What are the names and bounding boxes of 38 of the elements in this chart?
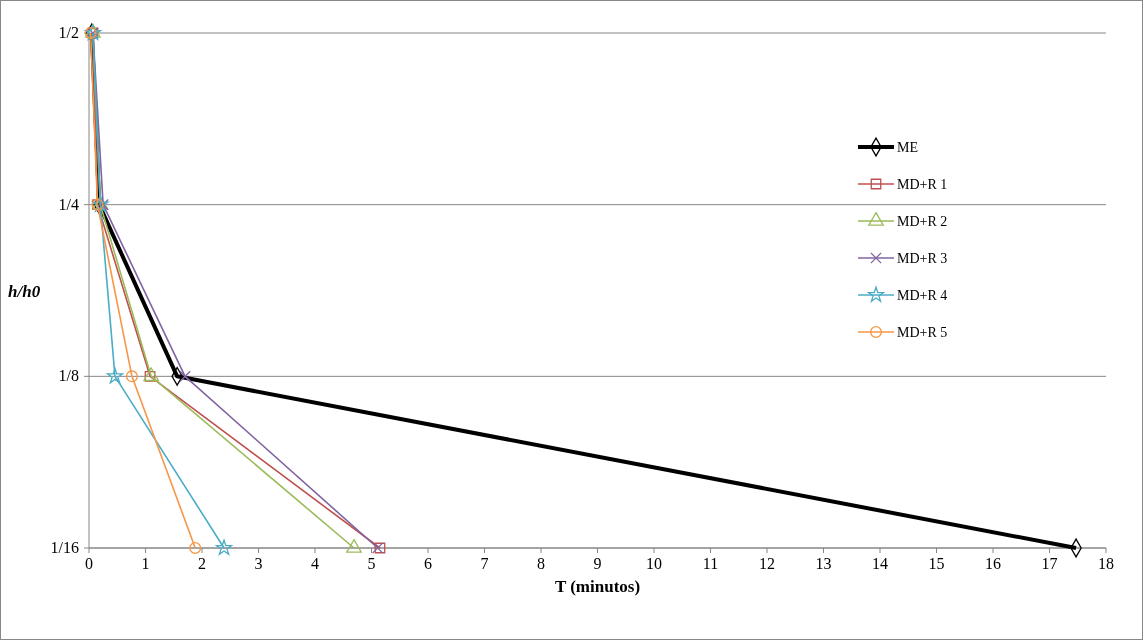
y-tick-label: 1/8 <box>58 367 79 385</box>
x-tick-label: 10 <box>646 555 662 572</box>
x-tick-label: 14 <box>872 555 888 572</box>
x-tick-label: 11 <box>702 555 719 572</box>
x-tick-label: 5 <box>367 555 376 572</box>
x-tick-label: 0 <box>85 555 93 572</box>
x-tick-label: 8 <box>537 555 545 572</box>
legend-label: MD+R 3 <box>897 251 948 266</box>
y-tick-label: 1/4 <box>58 195 79 213</box>
x-tick-label: 9 <box>593 555 602 572</box>
x-tick-label: 1 <box>141 555 150 572</box>
y-axis-title: h/h0 <box>8 281 41 301</box>
x-tick-label: 16 <box>985 555 1001 572</box>
x-tick-label: 4 <box>311 555 319 572</box>
x-tick-label: 12 <box>759 555 775 572</box>
x-tick-label: 7 <box>480 555 489 572</box>
x-axis-title: T (minutos) <box>554 577 641 596</box>
x-tick-label: 18 <box>1098 555 1114 572</box>
legend-label: MD+R 4 <box>897 288 948 303</box>
y-tick-label: 1/16 <box>50 539 79 556</box>
point <box>106 367 124 384</box>
legend-label: MD+R 1 <box>897 177 948 192</box>
x-tick-label: 3 <box>254 555 263 572</box>
point <box>189 542 202 554</box>
y-tick-label: 1/2 <box>58 24 79 41</box>
x-tick-label: 15 <box>928 555 945 572</box>
legend-label: MD+R 2 <box>897 214 948 229</box>
point <box>179 370 191 383</box>
point <box>143 367 160 382</box>
x-tick-label: 17 <box>1041 555 1058 572</box>
point <box>125 370 138 383</box>
legend-label: MD+R 5 <box>897 325 948 340</box>
legend-label: ME <box>897 140 918 155</box>
point <box>346 539 362 553</box>
point <box>215 539 233 556</box>
x-tick-label: 6 <box>424 555 432 572</box>
x-tick-label: 2 <box>198 555 206 572</box>
x-tick-label: 13 <box>815 555 832 572</box>
